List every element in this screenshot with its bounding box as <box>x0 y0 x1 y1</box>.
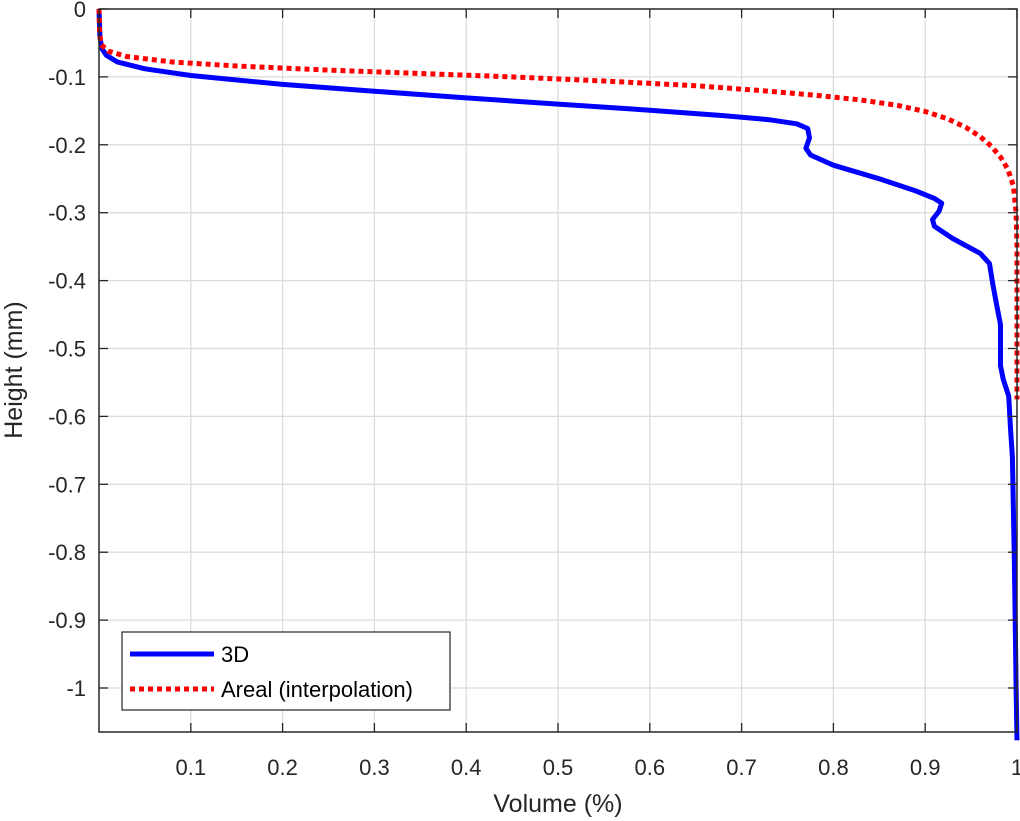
y-tick-label: -0.9 <box>48 608 86 633</box>
legend-box <box>121 631 451 711</box>
x-tick-label: 0.7 <box>726 755 757 780</box>
legend: 3D Areal (interpolation) <box>121 631 451 711</box>
x-tick-label: 0.9 <box>910 755 941 780</box>
y-tick-label: -0.5 <box>48 337 86 362</box>
y-tick-label: -0.6 <box>48 404 86 429</box>
y-tick-label: -1 <box>66 676 86 701</box>
x-tick-label: 1 <box>1011 755 1020 780</box>
x-tick-label: 0.8 <box>818 755 849 780</box>
x-tick-label: 0.2 <box>267 755 298 780</box>
y-tick-label: -0.1 <box>48 65 86 90</box>
x-tick-label: 0.1 <box>176 755 207 780</box>
y-tick-label: -0.3 <box>48 201 86 226</box>
x-tick-labels: 0.1 0.2 0.3 0.4 0.5 0.6 0.7 0.8 0.9 1 <box>176 755 1020 780</box>
legend-label-areal: Areal (interpolation) <box>221 677 413 702</box>
x-tick-label: 0.6 <box>635 755 666 780</box>
x-tick-label: 0.4 <box>451 755 482 780</box>
tick-marks <box>99 8 1018 732</box>
y-tick-label: -0.7 <box>48 472 86 497</box>
series-line-areal-interpolation <box>96 8 1020 400</box>
y-tick-label: -0.8 <box>48 540 86 565</box>
y-tick-labels: 0 -0.1 -0.2 -0.3 -0.4 -0.5 -0.6 -0.7 -0.8 -0.9 -1 <box>48 0 86 701</box>
series-layer <box>96 8 1020 741</box>
legend-label-3d: 3D <box>221 642 249 667</box>
x-tick-label: 0.5 <box>543 755 574 780</box>
y-axis-label: Height (mm) <box>0 301 28 439</box>
x-tick-label: 0.3 <box>359 755 390 780</box>
y-tick-label: -0.2 <box>48 133 86 158</box>
y-tick-label: -0.4 <box>48 269 86 294</box>
series-line-3d <box>96 8 1020 741</box>
y-tick-label: 0 <box>74 0 86 22</box>
x-axis-label: Volume (%) <box>493 790 622 818</box>
